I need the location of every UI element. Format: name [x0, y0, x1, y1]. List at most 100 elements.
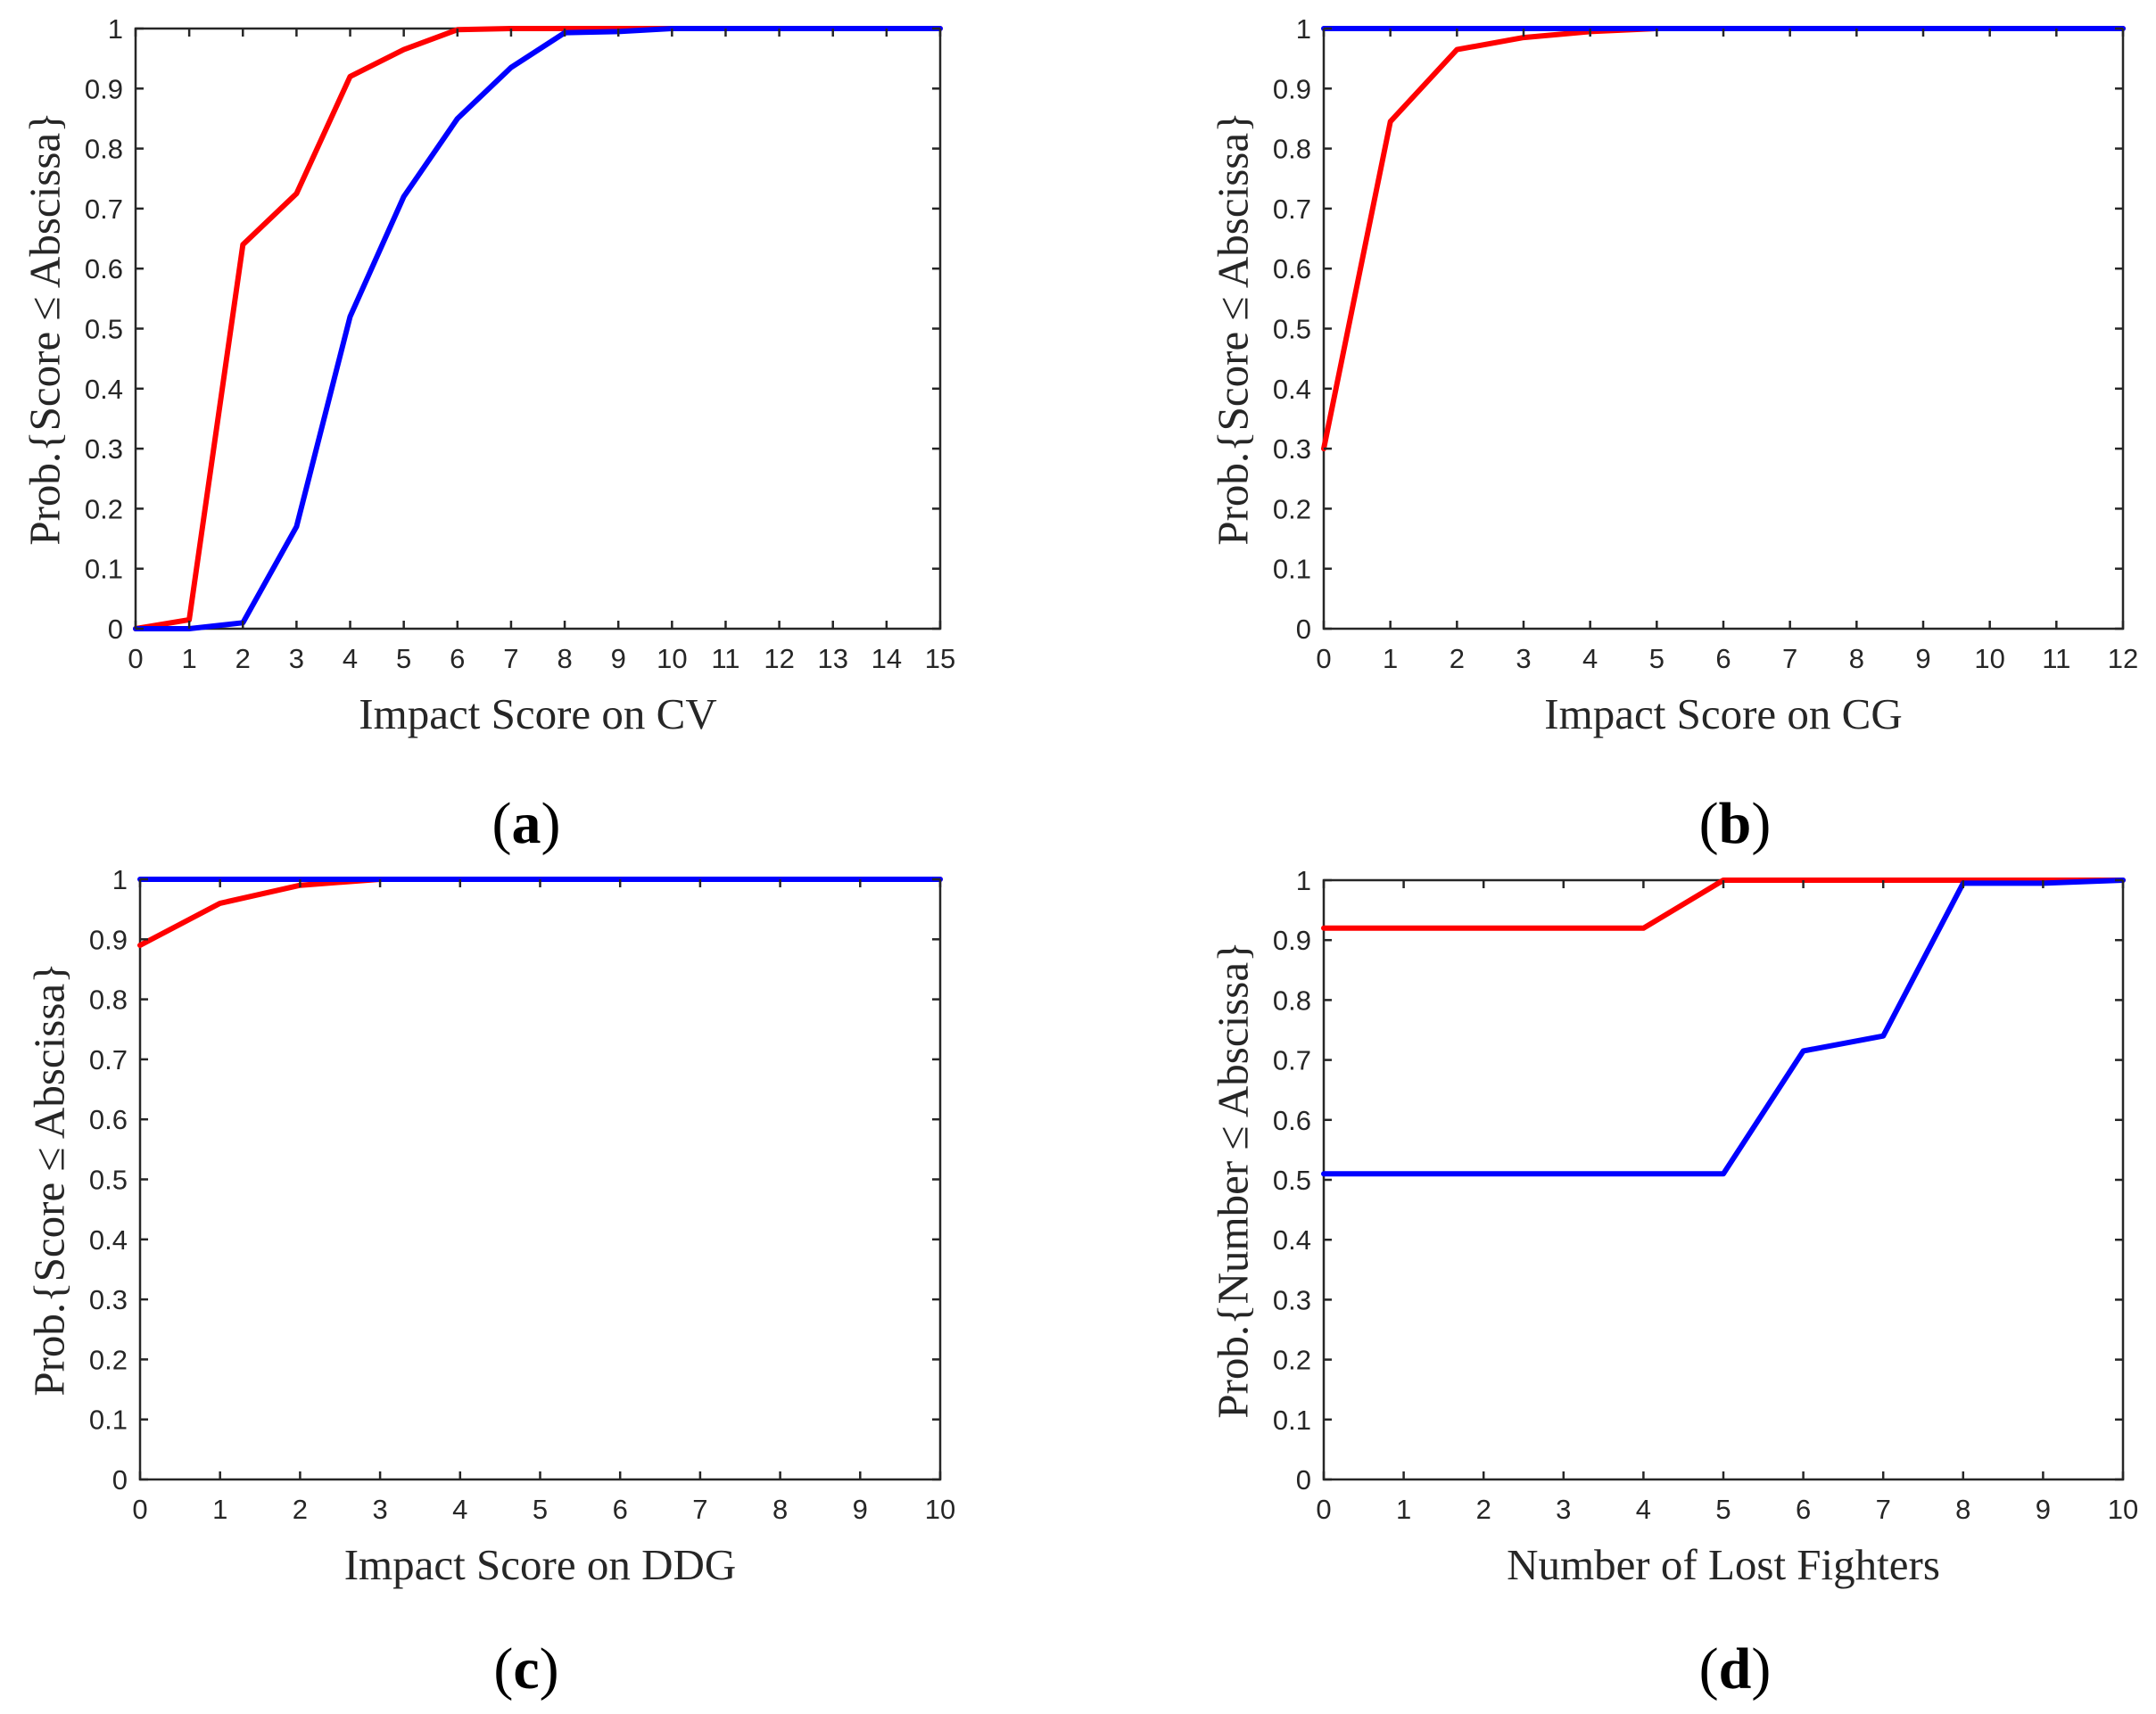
y-tick-label: 0 [1296, 614, 1311, 645]
x-tick-label: 11 [2042, 643, 2070, 674]
x-tick-label: 12 [764, 643, 794, 674]
panel-d: 0 1 2 3 4 5 6 7 8 9 10 0 0.1 0.2 0.3 0.4 0.5 0.6 0.7 0.8 0.9… [1208, 865, 2138, 1702]
y-tick-label: 0.1 [1273, 554, 1311, 585]
x-tick-label: 2 [1476, 1494, 1491, 1525]
y-tick-label: 0.8 [89, 985, 128, 1016]
x-tick-label: 1 [1383, 643, 1398, 674]
y-axis-title: Prob.{Number ≤ Abscissa} [1208, 941, 1257, 1418]
y-tick-label: 0 [108, 614, 123, 645]
y-axis-title: Prob.{Score ≤ Abscissa} [24, 962, 73, 1396]
x-tick-label: 13 [817, 643, 847, 674]
x-tick-label: 5 [533, 1494, 548, 1525]
y-tick-label: 0.6 [89, 1104, 128, 1135]
x-tick-label: 0 [1316, 643, 1331, 674]
y-tick-label: 1 [108, 13, 123, 45]
y-tick-label: 0.7 [1273, 194, 1311, 225]
y-tick-label: 1 [112, 864, 128, 895]
x-tick-label: 8 [1955, 1494, 1970, 1525]
x-tick-label: 6 [613, 1494, 628, 1525]
x-tick-label: 15 [925, 643, 955, 674]
y-tick-label: 1 [1296, 865, 1311, 896]
x-tick-label: 3 [1516, 643, 1531, 674]
y-tick-label: 0.7 [1273, 1045, 1311, 1076]
x-tick-label: 8 [772, 1494, 788, 1525]
y-tick-label: 0.5 [1273, 1165, 1311, 1196]
y-tick-label: 0.6 [1273, 253, 1311, 284]
x-tick-label: 3 [1556, 1494, 1571, 1525]
y-tick-label: 1 [1296, 13, 1311, 45]
y-tick-label: 0.4 [89, 1224, 128, 1256]
y-tick-label: 0.8 [1273, 985, 1311, 1016]
plot-frame [138, 878, 942, 1481]
y-tick-label: 0.9 [89, 924, 128, 955]
x-tick-label: 14 [871, 643, 902, 674]
x-tick-label: 2 [293, 1494, 308, 1525]
x-tick-label: 1 [182, 643, 197, 674]
y-tick-label: 0.2 [1273, 493, 1311, 524]
y-tick-label: 0.7 [89, 1044, 128, 1075]
x-tick-label: 11 [711, 643, 739, 674]
y-tick-label: 0.6 [85, 253, 123, 284]
panel-label: (a) [492, 791, 561, 856]
y-tick-label: 0 [112, 1464, 128, 1496]
x-tick-label: 10 [925, 1494, 955, 1525]
x-axis-title: Number of Lost Fighters [1507, 1540, 1940, 1589]
x-tick-label: 4 [452, 1494, 467, 1525]
y-tick-label: 0.8 [85, 134, 123, 165]
x-tick-label: 8 [557, 643, 572, 674]
y-tick-label: 0.4 [1273, 1224, 1311, 1256]
x-tick-label: 9 [1915, 643, 1930, 674]
y-tick-label: 0.2 [1273, 1345, 1311, 1376]
plot-frame [1322, 878, 2125, 1481]
x-tick-label: 8 [1849, 643, 1864, 674]
x-tick-label: 12 [2108, 643, 2138, 674]
x-tick-label: 2 [235, 643, 251, 674]
y-tick-label: 0.5 [85, 314, 123, 345]
series-line-blue [133, 26, 943, 631]
y-tick-label: 0.6 [1273, 1105, 1311, 1136]
x-axis-title: Impact Score on CG [1544, 689, 1902, 738]
y-tick-label: 0.4 [85, 374, 123, 405]
x-tick-label: 4 [343, 643, 358, 674]
x-tick-label: 1 [212, 1494, 227, 1525]
x-tick-label: 5 [1649, 643, 1664, 674]
y-tick-label: 0.5 [1273, 314, 1311, 345]
x-tick-label: 6 [1715, 643, 1731, 674]
y-tick-label: 0.5 [89, 1165, 128, 1196]
x-tick-label: 6 [1796, 1494, 1811, 1525]
x-tick-label: 0 [1316, 1494, 1331, 1525]
x-axis-title: Impact Score on CV [359, 689, 716, 738]
y-tick-label: 0.3 [1273, 1284, 1311, 1315]
x-tick-label: 10 [2108, 1494, 2138, 1525]
x-axis-title: Impact Score on DDG [344, 1540, 737, 1589]
x-tick-label: 3 [372, 1494, 387, 1525]
y-tick-label: 0.2 [85, 493, 123, 524]
panel-a: 0 1 2 3 4 5 6 7 8 9 10 11 12 13 14 1500.10.20.30.40.50.… [20, 13, 955, 856]
panel-label: (c) [493, 1636, 558, 1702]
plot-frame [134, 27, 942, 630]
y-tick-label: 0.9 [1273, 73, 1311, 104]
x-tick-label: 3 [289, 643, 304, 674]
x-tick-label: 7 [503, 643, 518, 674]
x-tick-label: 6 [450, 643, 465, 674]
y-tick-label: 0.3 [1273, 433, 1311, 465]
x-tick-label: 4 [1582, 643, 1598, 674]
y-axis-title: Prob.{Score ≤ Abscissa} [1208, 111, 1257, 545]
y-tick-label: 0.1 [1273, 1405, 1311, 1436]
y-tick-label: 0.1 [89, 1405, 128, 1436]
x-tick-label: 5 [1715, 1494, 1731, 1525]
y-tick-label: 0.3 [89, 1284, 128, 1315]
y-tick-label: 0.9 [85, 73, 123, 104]
y-axis-title: Prob.{Score ≤ Abscissa} [20, 111, 69, 545]
y-tick-label: 0.9 [1273, 925, 1311, 956]
x-tick-label: 5 [396, 643, 411, 674]
x-tick-label: 0 [128, 643, 143, 674]
panel-c: 0 1 2 3 4 5 6 7 8 9 10 0 0.1 0.2 0.3 0.4 0.5 0.6 0.7 0.8 0.9… [24, 864, 955, 1702]
x-tick-label: 1 [1396, 1494, 1411, 1525]
x-tick-label: 7 [1876, 1494, 1891, 1525]
x-tick-label: 7 [1782, 643, 1797, 674]
y-tick-label: 0.3 [85, 433, 123, 465]
x-tick-label: 4 [1636, 1494, 1651, 1525]
y-tick-label: 0.1 [85, 554, 123, 585]
